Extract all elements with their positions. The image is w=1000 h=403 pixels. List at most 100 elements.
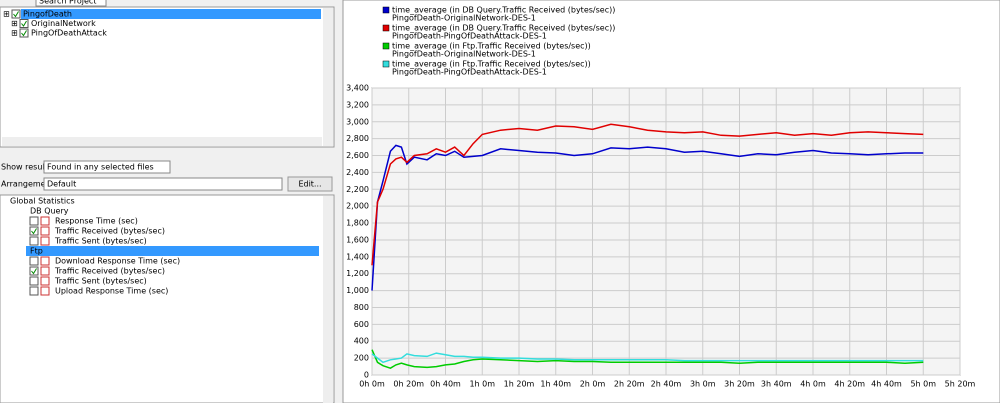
search-box[interactable] [35,0,107,7]
button-label: Edit... [298,180,321,189]
legend-run: PingofDeath-PingOfDeathAttack-DES-1 [392,32,547,41]
x-tick-label: 4h 40m [871,380,902,389]
search-text: Search Project [39,0,96,6]
tree-item[interactable]: Traffic Received (bytes/sec) [54,267,165,276]
y-tick-label: 0 [364,371,369,380]
x-tick-label: 0h 40m [430,380,461,389]
label: Arrangement: [1,180,57,189]
checkbox[interactable] [11,9,21,19]
tree-root: Global Statistics [10,197,75,206]
x-tick-label: 1h 40m [540,380,571,389]
legend-label: time_average (in Ftp.Traffic Received (b… [392,60,591,69]
legend-label: time_average (in DB Query.Traffic Receiv… [392,6,615,15]
legend-run: PingofDeath-OriginalNetwork-DES-1 [392,50,536,59]
stats-tree [0,194,335,403]
y-tick-label: 3,000 [346,117,369,126]
series-line [371,144,924,291]
selection [21,9,321,19]
y-tick-label: 2,600 [346,151,369,160]
edit-button[interactable] [287,176,333,192]
legend-swatch [382,24,390,32]
y-tick-label: 2,000 [346,202,369,211]
scrollbar[interactable] [323,196,333,403]
x-tick-label: 3h 0m [690,380,716,389]
y-tick-label: 1,800 [346,219,369,228]
checkbox[interactable] [29,256,39,266]
tree-group[interactable]: Ftp [30,247,43,256]
stat-icon [40,236,50,246]
x-tick-label: 4h 20m [834,380,865,389]
series-line [371,349,924,370]
expander: ⊞ [3,10,10,19]
x-tick-label: 2h 20m [614,380,645,389]
x-tick-label: 3h 20m [724,380,755,389]
stat-icon [40,256,50,266]
x-tick-label: 2h 0m [580,380,606,389]
dropdown[interactable] [43,160,171,174]
y-tick-label: 1,400 [346,252,369,261]
x-tick-label: 0h 20m [393,380,424,389]
check [13,11,19,18]
y-tick-label: 2,800 [346,134,369,143]
x-tick-label: 5h 20m [945,380,976,389]
legend-label: time_average (in Ftp.Traffic Received (b… [392,42,591,51]
expander: ⊞ [11,19,18,28]
tree-item[interactable]: PingofDeath [23,10,72,19]
label: Show results: [1,163,55,172]
tree-item[interactable]: PingOfDeathAttack [31,29,107,38]
x-tick-label: 2h 40m [651,380,682,389]
dropdown-value: Found in any selected files [47,163,154,172]
y-tick-label: 600 [354,320,369,329]
stat-icon [40,226,50,236]
x-tick-label: 4h 0m [800,380,826,389]
dropdown[interactable] [43,177,283,191]
checkbox[interactable] [29,276,39,286]
x-tick-label: 0h 0m [359,380,385,389]
legend-swatch [382,42,390,50]
y-tick-label: 1,000 [346,286,369,295]
tree-item[interactable]: Download Response Time (sec) [55,257,180,266]
check [31,228,37,235]
y-tick-label: 1,600 [346,235,369,244]
x-tick-label: 5h 0m [910,380,936,389]
tree-item[interactable]: Traffic Received (bytes/sec) [54,227,165,236]
tree-item[interactable]: Traffic Sent (bytes/sec) [54,277,147,286]
dropdown-value: Default [47,180,76,189]
legend-swatch [382,6,390,14]
checkbox[interactable] [29,286,39,296]
scrollbar[interactable] [323,8,333,146]
checkbox[interactable] [29,236,39,246]
y-tick-label: 3,400 [346,84,369,93]
check [31,268,37,275]
checkbox[interactable] [19,19,29,28]
selection [26,246,319,256]
checkbox[interactable] [29,266,39,276]
series-line [371,352,924,364]
x-tick-label: 1h 20m [504,380,535,389]
y-tick-label: 3,200 [346,100,369,109]
scrollbar[interactable] [2,137,322,146]
y-tick-label: 800 [354,303,369,312]
checkbox[interactable] [29,216,39,226]
tree-item[interactable]: Traffic Sent (bytes/sec) [54,237,147,246]
check [21,20,27,27]
tree-item[interactable]: OriginalNetwork [31,19,96,28]
x-tick-label: 1h 0m [469,380,495,389]
y-tick-label: 1,200 [346,269,369,278]
checkbox[interactable] [19,28,29,38]
series-line [371,123,924,266]
stat-icon [40,286,50,296]
tree-item[interactable]: Response Time (sec) [55,217,138,226]
y-tick-label: 400 [354,337,369,346]
checkbox[interactable] [29,226,39,236]
tree-group[interactable]: DB Query [30,207,69,216]
legend-swatch [382,60,390,68]
expander: ⊞ [11,29,18,38]
stat-icon [40,266,50,276]
stat-icon [40,216,50,226]
tree-item[interactable]: Upload Response Time (sec) [55,287,168,296]
legend-run: PingofDeath-OriginalNetwork-DES-1 [392,14,536,23]
x-tick-label: 3h 40m [761,380,792,389]
legend-run: PingofDeath-PingOfDeathAttack-DES-1 [392,68,547,77]
